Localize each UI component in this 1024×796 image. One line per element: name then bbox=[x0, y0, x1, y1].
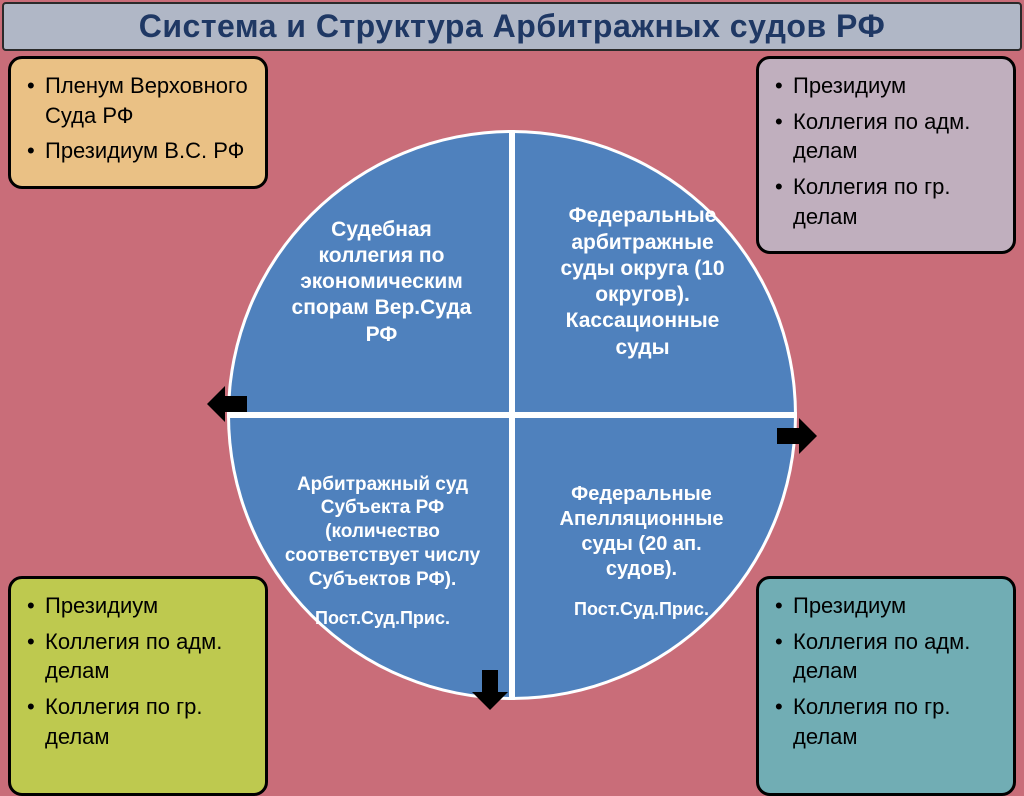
list-item: Коллегия по гр. делам bbox=[25, 692, 251, 751]
quadrant-bl-text: Арбитражный суд Субъекта РФ (количество … bbox=[258, 473, 481, 642]
title-text: Система и Структура Арбитражных судов РФ bbox=[139, 8, 886, 44]
quadrant-br-main: Федеральные Апелляционные суды (20 ап. с… bbox=[560, 483, 724, 580]
list-item: Коллегия по адм. делам bbox=[773, 627, 999, 686]
corner-list-bl: Президиум Коллегия по адм. делам Коллеги… bbox=[25, 591, 251, 751]
quadrant-br: Федеральные Апелляционные суды (20 ап. с… bbox=[512, 415, 797, 700]
list-item: Коллегия по адм. делам bbox=[773, 107, 999, 166]
list-item: Коллегия по адм. делам bbox=[25, 627, 251, 686]
center-circle: Судебная коллегия по экономическим спора… bbox=[227, 130, 797, 700]
quadrant-tr: Федеральные арбитражные суды округа (10 … bbox=[512, 130, 797, 415]
corner-list-tl: Пленум Верховного Суда РФ Президиум В.С.… bbox=[25, 71, 251, 166]
list-item: Президиум bbox=[25, 591, 251, 621]
list-item: Президиум bbox=[773, 71, 999, 101]
list-item: Президиум bbox=[773, 591, 999, 621]
arrow-right-icon bbox=[775, 414, 819, 458]
quadrant-bl: Арбитражный суд Субъекта РФ (количество … bbox=[227, 415, 512, 700]
list-item: Пленум Верховного Суда РФ bbox=[25, 71, 251, 130]
quadrant-tl: Судебная коллегия по экономическим спора… bbox=[227, 130, 512, 415]
quadrant-tr-text: Федеральные арбитражные суды округа (10 … bbox=[543, 183, 766, 361]
corner-list-tr: Президиум Коллегия по адм. делам Коллеги… bbox=[773, 71, 999, 231]
quadrant-tl-text: Судебная коллегия по экономическим спора… bbox=[258, 197, 481, 348]
quadrant-br-sub: Пост.Суд.Прис. bbox=[543, 598, 740, 621]
arrow-bottom-icon bbox=[468, 668, 512, 712]
arrow-left-icon bbox=[205, 382, 249, 426]
quadrant-bl-sub: Пост.Суд.Прис. bbox=[284, 607, 481, 630]
quadrant-bl-main: Арбитражный суд Субъекта РФ (количество … bbox=[285, 474, 480, 590]
page-title: Система и Структура Арбитражных судов РФ bbox=[2, 2, 1022, 51]
list-item: Президиум В.С. РФ bbox=[25, 136, 251, 166]
corner-list-br: Президиум Коллегия по адм. делам Коллеги… bbox=[773, 591, 999, 751]
quadrant-br-text: Федеральные Апелляционные суды (20 ап. с… bbox=[543, 482, 766, 633]
list-item: Коллегия по гр. делам bbox=[773, 172, 999, 231]
list-item: Коллегия по гр. делам bbox=[773, 692, 999, 751]
